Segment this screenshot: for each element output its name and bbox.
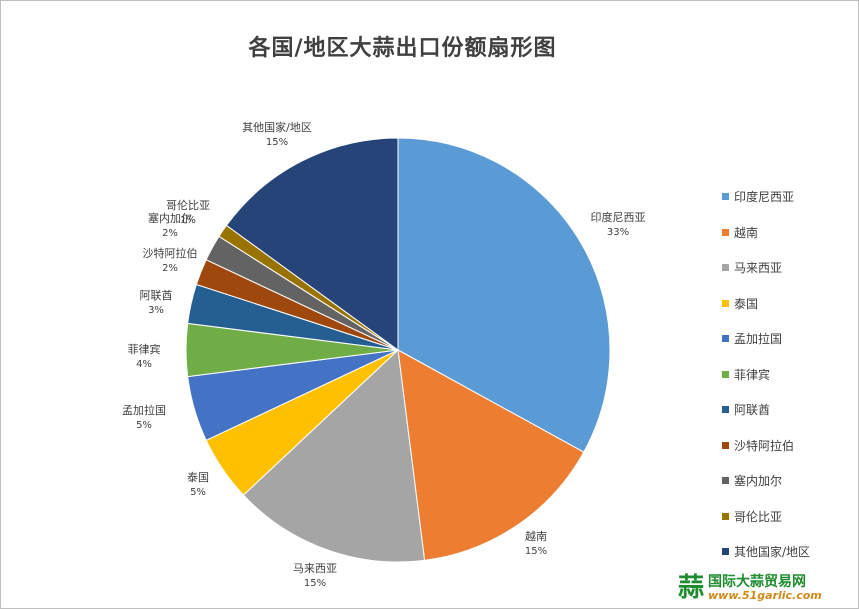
- legend-item: 阿联酋: [722, 392, 842, 428]
- svg-text:蒜: 蒜: [678, 573, 704, 603]
- pie-label-category: 孟加拉国: [122, 403, 166, 417]
- pie-label-percent: 15%: [266, 137, 288, 148]
- legend-item: 其他国家/地区: [722, 534, 842, 570]
- pie-label-category: 塞内加尔: [148, 211, 192, 225]
- legend-swatch: [722, 193, 729, 201]
- legend-label: 沙特阿拉伯: [734, 438, 795, 453]
- legend-item: 孟加拉国: [722, 321, 842, 357]
- legend-swatch: [722, 335, 729, 343]
- legend-label: 阿联酋: [734, 403, 771, 418]
- legend-item: 哥伦比亚: [722, 499, 842, 535]
- pie-label-category: 沙特阿拉伯: [143, 246, 198, 260]
- legend-swatch: [722, 228, 729, 236]
- pie-slice: [397, 137, 611, 453]
- pie-label-percent: 15%: [525, 546, 547, 557]
- legend-item: 越南: [722, 215, 842, 251]
- legend-item: 菲律宾: [722, 357, 842, 393]
- pie-slice: [397, 349, 585, 561]
- pie-slice: [225, 137, 399, 351]
- pie-label-category: 阿联酋: [140, 288, 173, 302]
- legend-swatch: [722, 512, 729, 520]
- pie-label-category: 菲律宾: [128, 342, 161, 356]
- legend-item: 塞内加尔: [722, 463, 842, 499]
- pie-label-percent: 2%: [162, 263, 178, 274]
- pie-label-percent: 2%: [162, 228, 178, 239]
- pie-label-category: 越南: [525, 529, 547, 543]
- pie-label-percent: 3%: [148, 305, 164, 316]
- pie-slices: [185, 137, 611, 563]
- legend-item: 马来西亚: [722, 250, 842, 286]
- pie-label-category: 泰国: [187, 470, 209, 484]
- legend-label: 越南: [734, 225, 759, 240]
- pie-label-category: 其他国家/地区: [242, 120, 312, 134]
- legend-swatch: [722, 370, 729, 378]
- legend-swatch: [722, 264, 729, 272]
- legend-label: 孟加拉国: [734, 332, 783, 347]
- pie-label-percent: 15%: [304, 578, 326, 589]
- legend-item: 印度尼西亚: [722, 179, 842, 215]
- chart-legend: 印度尼西亚越南马来西亚泰国孟加拉国菲律宾阿联酋沙特阿拉伯塞内加尔哥伦比亚其他国家…: [722, 179, 842, 570]
- legend-item: 泰国: [722, 286, 842, 322]
- pie-label-category: 印度尼西亚: [591, 210, 646, 224]
- pie-slice: [242, 348, 426, 563]
- legend-swatch: [722, 441, 729, 449]
- site-watermark: 蒜 国际大蒜贸易网 www.51garlic.com: [676, 570, 826, 604]
- pie-data-labels: 印度尼西亚 33% 越南 15% 马来西亚 15% 泰国 5% 孟加拉国 5% 菲律宾 4% 阿联酋 3%…: [122, 120, 646, 589]
- pie-label-percent: 33%: [607, 227, 629, 238]
- pie-label-percent: 5%: [190, 487, 206, 498]
- legend-label: 哥伦比亚: [734, 509, 783, 524]
- legend-label: 印度尼西亚: [734, 190, 795, 205]
- chart-title: 各国/地区大蒜出口份额扇形图: [248, 36, 557, 61]
- legend-item: 沙特阿拉伯: [722, 428, 842, 464]
- legend-label: 塞内加尔: [734, 474, 783, 489]
- pie-label-percent: 4%: [136, 359, 152, 370]
- legend-swatch: [722, 299, 729, 307]
- legend-swatch: [722, 477, 729, 485]
- legend-label: 马来西亚: [734, 261, 783, 276]
- pie-label-category: 马来西亚: [293, 562, 337, 575]
- pie-label-category: 哥伦比亚: [166, 198, 210, 212]
- legend-label: 泰国: [734, 296, 759, 311]
- watermark-site-name: 国际大蒜贸易网: [708, 574, 806, 590]
- pie-label-percent: 1%: [180, 215, 196, 226]
- legend-swatch: [722, 406, 729, 414]
- legend-label: 菲律宾: [734, 367, 771, 382]
- legend-swatch: [722, 548, 729, 556]
- pie-label-percent: 5%: [136, 420, 152, 431]
- garlic-logo-icon: 蒜: [678, 573, 704, 603]
- legend-label: 其他国家/地区: [734, 545, 811, 560]
- watermark-url: www.51garlic.com: [708, 589, 822, 602]
